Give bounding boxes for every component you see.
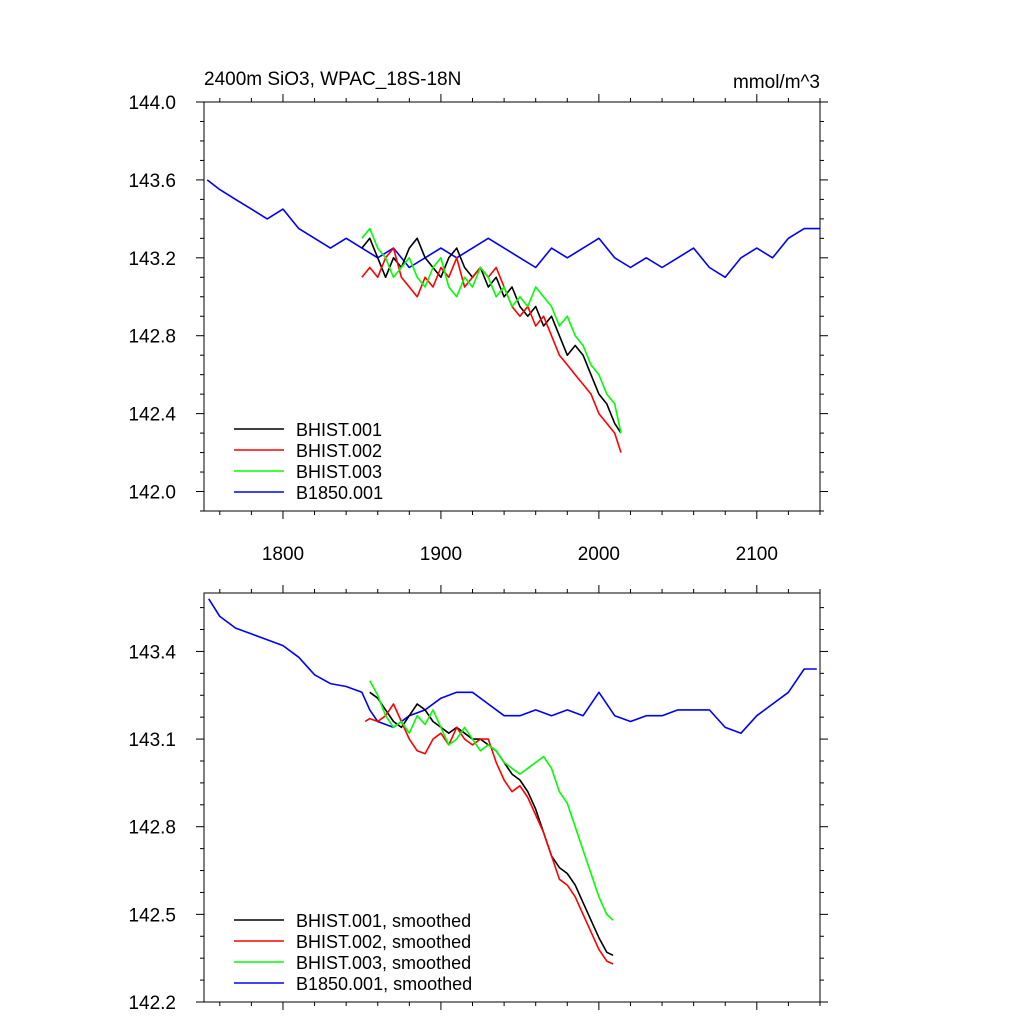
y-tick-label: 142.5 <box>128 905 176 926</box>
series-line-bhist-003-smoothed <box>369 680 614 921</box>
y-tick-label: 143.2 <box>128 249 176 270</box>
units-label: mmol/m^3 <box>733 72 820 93</box>
series-line-bhist-003 <box>361 227 622 434</box>
chart-title: 2400m SiO3, WPAC_18S-18N <box>204 69 461 90</box>
series-line-bhist-001 <box>361 237 622 434</box>
x-tick-label: 2000 <box>578 544 620 565</box>
legend-label-bhist-003: BHIST.003 <box>296 462 382 482</box>
plot-frame <box>203 592 821 1003</box>
series-line-bhist-002 <box>361 247 622 453</box>
x-tick-label: 2100 <box>736 544 778 565</box>
legend-label-bhist-002-smoothed: BHIST.002, smoothed <box>296 932 471 952</box>
x-tick-label: 1800 <box>262 544 304 565</box>
legend-label-bhist-001-smoothed: BHIST.001, smoothed <box>296 911 471 931</box>
series-line-bhist-002-smoothed <box>364 703 614 965</box>
y-tick-label: 143.6 <box>128 171 176 192</box>
x-tick-label: 1900 <box>420 544 462 565</box>
y-tick-label: 143.4 <box>128 642 176 663</box>
bottom-panel: 142.2 142.5 142.8 143.1 143.4 BHIST.001, smo… <box>128 585 828 1014</box>
legend-label-bhist-001: BHIST.001 <box>296 420 382 440</box>
plot-frame <box>203 101 821 512</box>
y-tick-label: 142.8 <box>128 818 176 839</box>
legend-label-b1850-001-smoothed: B1850.001, smoothed <box>296 974 472 994</box>
series-line-b1850-001-smoothed <box>208 598 817 735</box>
legend-label-bhist-003-smoothed: BHIST.003, smoothed <box>296 953 471 973</box>
y-tick-label: 142.4 <box>128 405 176 426</box>
y-tick-label: 142.8 <box>128 327 176 348</box>
series-line-b1850-001 <box>206 179 820 279</box>
legend-label-b1850-001: B1850.001 <box>296 483 383 503</box>
legend-label-bhist-002: BHIST.002 <box>296 441 382 461</box>
y-tick-label: 142.2 <box>128 993 176 1014</box>
top-panel: 142.0 142.4 142.8 143.2 143.6 144.0 1800 1900 2… <box>128 69 828 565</box>
y-tick-label: 143.1 <box>128 730 176 751</box>
y-tick-label: 144.0 <box>128 93 176 114</box>
y-tick-label: 142.0 <box>128 483 176 504</box>
